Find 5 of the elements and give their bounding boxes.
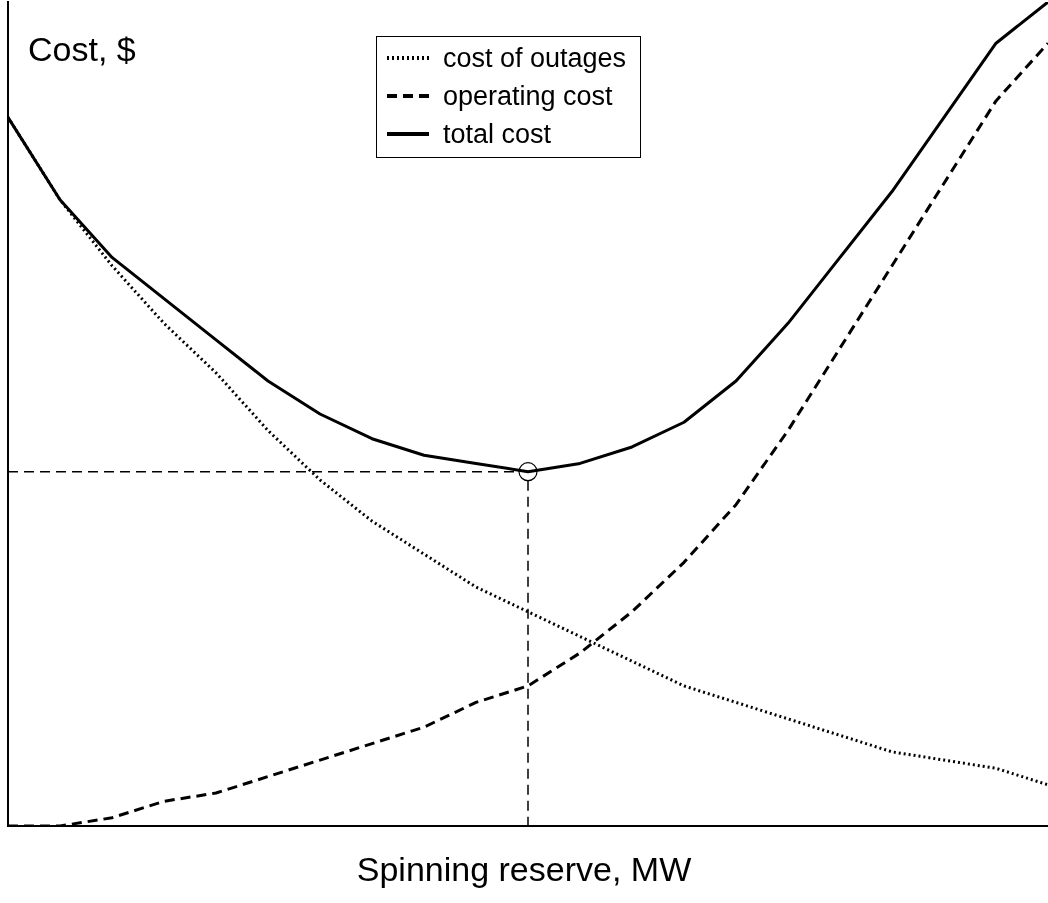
x-axis-title: Spinning reserve, MW <box>355 850 693 889</box>
legend-label: total cost <box>443 118 552 151</box>
y-axis-title: Cost, $ <box>28 30 136 69</box>
legend-label: cost of outages <box>443 42 627 75</box>
legend-label: operating cost <box>443 80 613 113</box>
